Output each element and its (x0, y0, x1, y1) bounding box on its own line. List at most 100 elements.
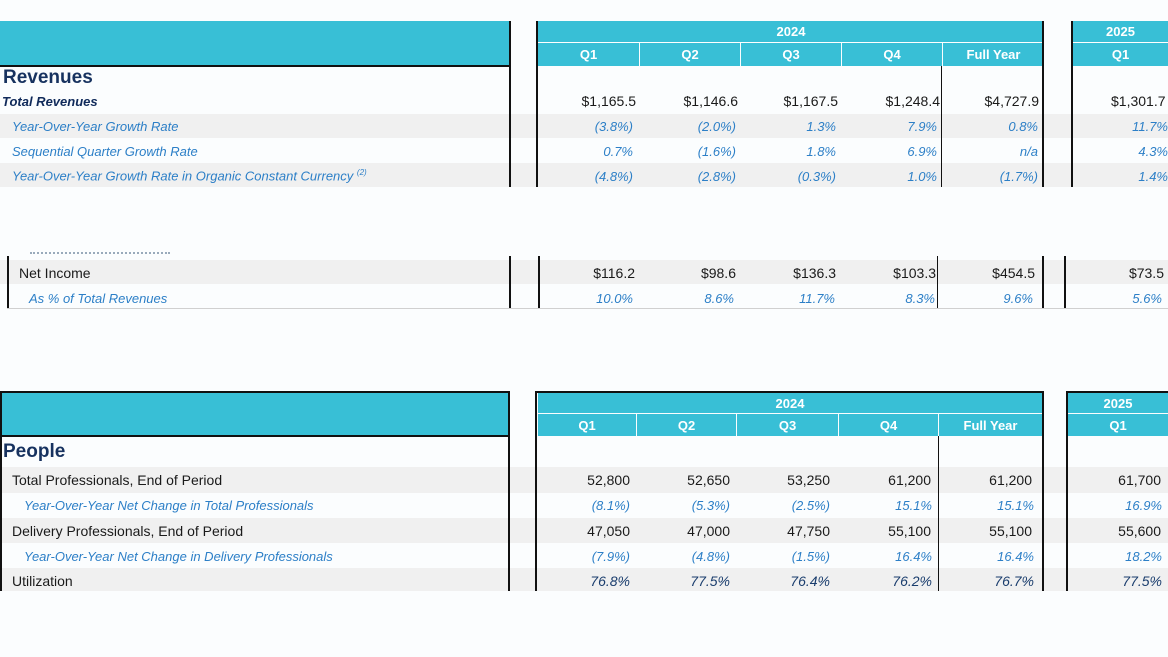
table-border (508, 391, 510, 591)
cell-total-revenues-q3: $1,167.5 (783, 93, 839, 109)
row-band (0, 467, 1168, 493)
cell-net-income-pct-q3: 11.7% (799, 291, 835, 306)
cell-yoy-total-q4: 15.1% (895, 498, 932, 513)
cell-yoy-delivery-fy: 16.4% (997, 549, 1034, 564)
header-label-band (0, 393, 509, 436)
clipped-row-remnant (30, 252, 170, 254)
cell-utilization-q4: 76.2% (892, 573, 932, 589)
cell-net-income-pct-2025-q1: 5.6% (1132, 291, 1162, 306)
cell-total-revenues-q4: $1,248.4 (885, 93, 941, 109)
cell-net-income-q4: $103.3 (893, 265, 936, 281)
cell-organic-q1: (4.8%) (594, 169, 633, 184)
cell-seq-q1: 0.7% (603, 144, 633, 159)
row-band (0, 114, 1168, 138)
col-header-label: Full Year (963, 417, 1018, 433)
col-header-label: Q1 (579, 47, 598, 62)
cell-delivery-prof-q4: 55,100 (888, 523, 931, 539)
table-border (1042, 391, 1044, 591)
col-header-2025-q1: Q1 (1068, 414, 1168, 436)
table-border (535, 391, 537, 591)
col-header-q1: Q1 (538, 414, 636, 436)
header-label-band (0, 21, 509, 66)
col-header-full-year: Full Year (943, 43, 1044, 66)
cell-yoy-delivery-q1: (7.9%) (591, 549, 630, 564)
cell-organic-2025-q1: 1.4% (1138, 169, 1168, 184)
cell-yoy-total-2025-q1: 16.9% (1125, 498, 1162, 513)
year-2025-header: 2025 (1073, 21, 1168, 42)
row-label-yoy-delivery-professionals: Year-Over-Year Net Change in Delivery Pr… (24, 549, 333, 564)
cell-yoy-total-fy: 15.1% (997, 498, 1034, 513)
header-divider (538, 42, 1044, 43)
col-header-label: Full Year (966, 47, 1021, 62)
table-border (0, 391, 2, 591)
cell-total-revenues-q2: $1,146.6 (683, 93, 739, 109)
col-header-label: Q4 (883, 47, 901, 62)
row-label-delivery-professionals: Delivery Professionals, End of Period (12, 523, 244, 539)
table-border (1064, 256, 1066, 309)
row-band (0, 568, 1168, 591)
year-2024-header: 2024 (538, 393, 1042, 413)
cell-utilization-q3: 76.4% (790, 573, 830, 589)
col-header-label: Q1 (578, 417, 596, 433)
cell-yoy-q1: (3.8%) (594, 119, 633, 134)
table-border (1042, 256, 1044, 309)
col-header-q3: Q3 (737, 414, 838, 436)
cell-utilization-q1: 76.8% (590, 573, 630, 589)
col-header-q4: Q4 (839, 414, 938, 436)
cell-organic-q2: (2.8%) (697, 169, 736, 184)
cell-delivery-prof-q2: 47,000 (687, 523, 730, 539)
cell-yoy-delivery-q2: (4.8%) (691, 549, 730, 564)
table-border (1066, 391, 1068, 591)
table-border (0, 435, 510, 437)
cell-seq-q4: 6.9% (907, 144, 937, 159)
year-2025-label: 2025 (1106, 24, 1135, 39)
cell-yoy-delivery-2025-q1: 18.2% (1125, 549, 1162, 564)
cell-net-income-pct-fy: 9.6% (1003, 291, 1033, 306)
cell-yoy-delivery-q4: 16.4% (895, 549, 932, 564)
col-header-q3: Q3 (741, 43, 841, 66)
table-border (1071, 21, 1073, 187)
col-header-2025-q1: Q1 (1073, 43, 1168, 66)
table-border (7, 256, 9, 309)
cell-utilization-q2: 77.5% (690, 573, 730, 589)
row-label-net-income-pct: As % of Total Revenues (29, 291, 168, 306)
section-title-people: People (3, 441, 66, 462)
table-border (938, 436, 939, 591)
cell-total-revenues-q1: $1,165.5 (581, 93, 637, 109)
year-2024-label: 2024 (775, 395, 805, 411)
year-2024-header: 2024 (538, 21, 1044, 42)
cell-yoy-q3: 1.3% (806, 119, 836, 134)
col-header-full-year: Full Year (939, 414, 1042, 436)
cell-seq-q2: (1.6%) (697, 144, 736, 159)
table-border (937, 256, 938, 309)
col-header-q4: Q4 (842, 43, 942, 66)
table-border (0, 65, 510, 67)
cell-total-prof-q1: 52,800 (587, 472, 630, 488)
cell-yoy-fy: 0.8% (1008, 119, 1038, 134)
col-header-label: Q1 (1109, 417, 1127, 433)
cell-total-revenues-2025-q1: $1,301.7 (1111, 93, 1166, 109)
cell-total-prof-2025-q1: 61,700 (1118, 472, 1161, 488)
row-label-total-professionals: Total Professionals, End of Period (12, 472, 223, 488)
cell-yoy-total-q1: (8.1%) (591, 498, 630, 513)
table-border (536, 21, 538, 187)
year-2025-header: 2025 (1068, 393, 1168, 413)
year-2025-label: 2025 (1103, 395, 1133, 411)
section-title-revenues: Revenues (3, 67, 93, 88)
year-2024-label: 2024 (776, 24, 806, 39)
table-border (509, 21, 511, 187)
col-header-q1: Q1 (538, 43, 639, 66)
cell-seq-2025-q1: 4.3% (1138, 144, 1168, 159)
col-header-label: Q1 (1111, 47, 1130, 62)
row-band (0, 518, 1168, 543)
cell-total-prof-fy: 61,200 (989, 472, 1032, 488)
table-border (0, 391, 510, 393)
table-border (509, 256, 511, 309)
cell-organic-fy: (1.7%) (999, 169, 1038, 184)
header-divider (1073, 42, 1168, 43)
cell-seq-fy: n/a (1019, 144, 1038, 159)
cell-utilization-2025-q1: 77.5% (1122, 573, 1162, 589)
cell-delivery-prof-q3: 47,750 (787, 523, 830, 539)
cell-net-income-q3: $136.3 (793, 265, 836, 281)
cell-delivery-prof-2025-q1: 55,600 (1118, 523, 1161, 539)
